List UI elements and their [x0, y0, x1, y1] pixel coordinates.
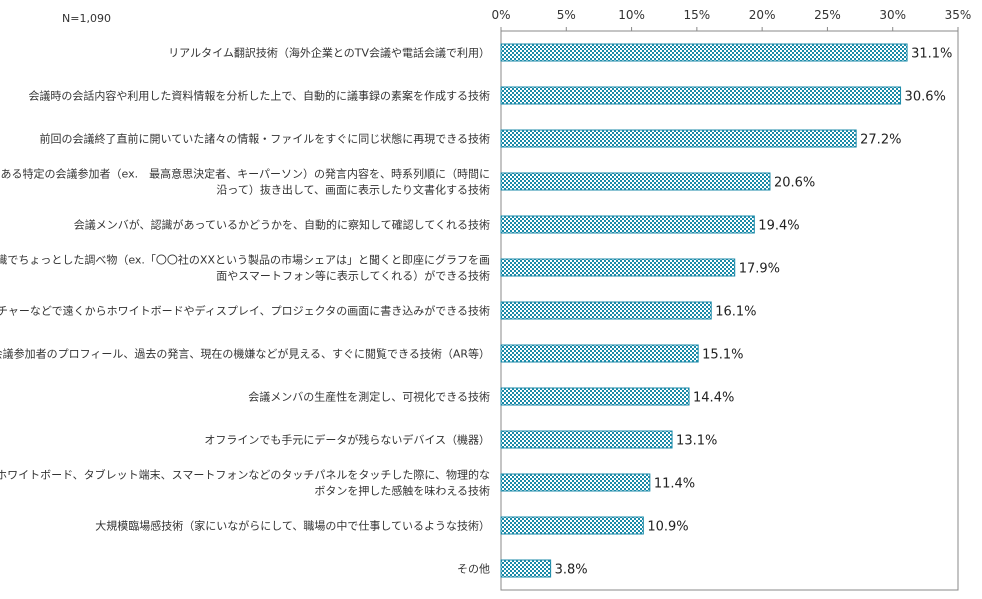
category-label: オフラインでも手元にデータが残らないデバイス（機器）	[204, 433, 490, 447]
bar	[500, 86, 902, 105]
category-label: 前回の会議終了直前に開いていた諸々の情報・ファイルをすぐに同じ状態に再現できる技…	[40, 132, 490, 146]
bar	[500, 43, 908, 62]
category-label: ジェスチャーなどで遠くからホワイトボードやディスプレイ、プロジェクタの画面に書き…	[0, 304, 490, 318]
category-label: 音声認識でちょっとした調べ物（ex.「〇〇社のXXという製品の市場シェアは」と聞…	[0, 253, 490, 267]
value-label: 20.6%	[774, 176, 815, 191]
bar	[500, 129, 857, 148]
x-tick-label: 30%	[879, 8, 906, 22]
bar	[500, 387, 690, 406]
x-tick-label: 35%	[945, 8, 972, 22]
category-label: 大規模臨場感技術（家にいながらにして、職場の中で仕事しているような技術）	[95, 519, 490, 533]
category-label: 会議時の会話内容や利用した資料情報を分析した上で、自動的に議事録の素案を作成する…	[28, 89, 490, 103]
x-tick-label: 10%	[618, 8, 645, 22]
value-label: 15.1%	[702, 348, 743, 363]
category-label: その他	[457, 563, 490, 576]
bar	[500, 430, 673, 449]
value-label: 16.1%	[715, 305, 756, 320]
value-label: 30.6%	[905, 90, 946, 105]
value-label: 19.4%	[758, 219, 799, 234]
bar	[500, 473, 651, 492]
bar-layer	[500, 43, 908, 578]
category-label: 会議参加者のプロフィール、過去の発言、現在の機嫌などが見える、すぐに閲覧できる技…	[0, 347, 490, 361]
bar	[500, 301, 712, 320]
value-label: 14.4%	[693, 391, 734, 406]
x-tick-label: 20%	[749, 8, 776, 22]
bar	[500, 516, 644, 535]
category-label: デジタルホワイトボード、タブレット端末、スマートフォンなどのタッチパネルをタッチ…	[0, 468, 490, 482]
value-label: 31.1%	[911, 47, 952, 62]
bar	[500, 559, 552, 578]
value-label: 13.1%	[676, 434, 717, 449]
label-layer: 31.1% リアルタイム翻訳技術（海外企業とのTV会議や電話会議で利用） 30.6%…	[0, 46, 952, 578]
category-label: リアルタイム翻訳技術（海外企業とのTV会議や電話会議で利用）	[168, 46, 490, 60]
category-label: 面やスマートフォン等に表示してくれる）ができる技術	[216, 269, 490, 283]
category-label: 会議メンバの生産性を測定し、可視化できる技術	[248, 390, 490, 404]
category-label: ある特定の会議参加者（ex. 最高意思決定者、キーパーソン）の発言内容を、時系列…	[1, 167, 490, 181]
axis-layer: 0% 5% 10% 15% 20% 25% 30% 35%	[491, 8, 972, 591]
bar	[500, 258, 736, 277]
value-label: 27.2%	[860, 133, 901, 148]
value-label: 17.9%	[739, 262, 780, 277]
bar	[500, 215, 755, 234]
value-label: 3.8%	[555, 563, 588, 578]
category-label: 沿って）抜き出して、画面に表示したり文書化する技術	[216, 183, 490, 197]
x-tick-label: 25%	[814, 8, 841, 22]
x-tick-label: 15%	[684, 8, 711, 22]
bar	[500, 344, 699, 363]
category-label: ボタンを押した感触を味わえる技術	[314, 484, 490, 498]
x-tick-label: 0%	[491, 8, 510, 22]
bar	[500, 172, 771, 191]
value-label: 11.4%	[654, 477, 695, 492]
x-tick-label: 5%	[557, 8, 576, 22]
category-label: 会議メンバが、認識があっているかどうかを、自動的に察知して確認してくれる技術	[74, 218, 490, 232]
value-label: 10.9%	[647, 520, 688, 535]
sample-size-label: N=1,090	[62, 12, 111, 25]
